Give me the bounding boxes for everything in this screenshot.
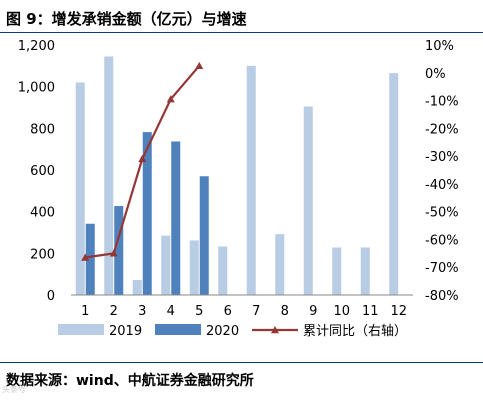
y-right-tick-label: -10% bbox=[425, 95, 459, 110]
chart: 0 200 400 600 800 1,000 1,200 10% 0% -10% -20% -30%… bbox=[18, 39, 459, 339]
y-right-tick-label: -20% bbox=[425, 122, 459, 137]
bar-2020-1 bbox=[85, 223, 95, 295]
bar-2019-8 bbox=[275, 234, 285, 295]
x-tick-label: 2 bbox=[110, 304, 118, 319]
y-left-tick-label: 1,200 bbox=[18, 39, 55, 54]
source-divider bbox=[0, 362, 483, 363]
legend: 2019 2020 累计同比（右轴） bbox=[58, 324, 407, 339]
x-tick-label: 3 bbox=[138, 304, 146, 319]
bar-2019-12 bbox=[389, 73, 399, 295]
legend-line-marker bbox=[271, 326, 279, 334]
line-marker bbox=[109, 249, 118, 257]
bar-2020-3 bbox=[142, 132, 152, 295]
line-marker bbox=[166, 95, 175, 103]
y-right-tick-label: -60% bbox=[425, 233, 459, 248]
line-marker bbox=[81, 253, 90, 261]
y-left-tick-label: 600 bbox=[30, 164, 55, 179]
y-right-tick-label: 10% bbox=[425, 39, 454, 54]
y-left-tick-label: 800 bbox=[30, 122, 55, 137]
axes-layer: 0 200 400 600 800 1,000 1,200 10% 0% -10% -20% -30%… bbox=[18, 39, 459, 319]
bar-2020-4 bbox=[171, 141, 181, 295]
y-left-tick-label: 1,000 bbox=[18, 81, 55, 96]
y-right-tick-label: 0% bbox=[425, 67, 446, 82]
x-tick-label: 5 bbox=[195, 304, 203, 319]
legend-swatch-2020 bbox=[155, 324, 201, 335]
bar-2019-4 bbox=[161, 235, 171, 295]
y-right-tick-label: -50% bbox=[425, 206, 459, 221]
x-tick-label: 12 bbox=[390, 304, 407, 319]
line-layer bbox=[81, 61, 204, 261]
bar-2020-5 bbox=[199, 176, 209, 295]
bar-2020-2 bbox=[114, 206, 124, 295]
bar-2019-3 bbox=[132, 280, 142, 295]
bar-2019-6 bbox=[218, 246, 228, 295]
x-tick-label: 10 bbox=[333, 304, 350, 319]
source-note: 数据来源：wind、中航证券金融研究所 bbox=[6, 373, 254, 389]
bar-2019-1 bbox=[75, 82, 85, 295]
legend-label-cumulative: 累计同比（右轴） bbox=[303, 324, 407, 339]
x-tick-label: 1 bbox=[81, 304, 89, 319]
y-right-tick-label: -30% bbox=[425, 150, 459, 165]
x-tick-label: 4 bbox=[167, 304, 175, 319]
bar-2019-10 bbox=[332, 247, 342, 295]
line-marker bbox=[195, 61, 204, 70]
bar-2019-9 bbox=[303, 106, 313, 295]
x-tick-label: 8 bbox=[281, 304, 289, 319]
y-right-tick-label: -40% bbox=[425, 178, 459, 193]
figure-title: 图 9：增发承销金额（亿元）与增速 bbox=[6, 10, 247, 28]
x-tick-label: 6 bbox=[224, 304, 232, 319]
bar-2019-11 bbox=[360, 247, 370, 295]
y-right-tick-label: -80% bbox=[425, 289, 459, 304]
line-marker bbox=[138, 154, 147, 163]
x-tick-label: 11 bbox=[362, 304, 379, 319]
bar-2019-2 bbox=[104, 56, 114, 295]
legend-swatch-2019 bbox=[58, 324, 104, 335]
y-left-tick-label: 200 bbox=[30, 247, 55, 262]
x-tick-label: 7 bbox=[252, 304, 260, 319]
bar-2019-5 bbox=[189, 240, 199, 295]
x-tick-label: 9 bbox=[309, 304, 317, 319]
bars-layer bbox=[75, 56, 399, 295]
y-right-tick-label: -70% bbox=[425, 261, 459, 276]
title-divider bbox=[0, 32, 483, 33]
legend-label-2020: 2020 bbox=[206, 324, 239, 339]
bar-2019-7 bbox=[246, 65, 256, 295]
watermark: 头条号 bbox=[2, 385, 26, 394]
legend-label-2019: 2019 bbox=[109, 324, 142, 339]
y-left-tick-label: 400 bbox=[30, 206, 55, 221]
y-left-tick-label: 0 bbox=[47, 289, 55, 304]
